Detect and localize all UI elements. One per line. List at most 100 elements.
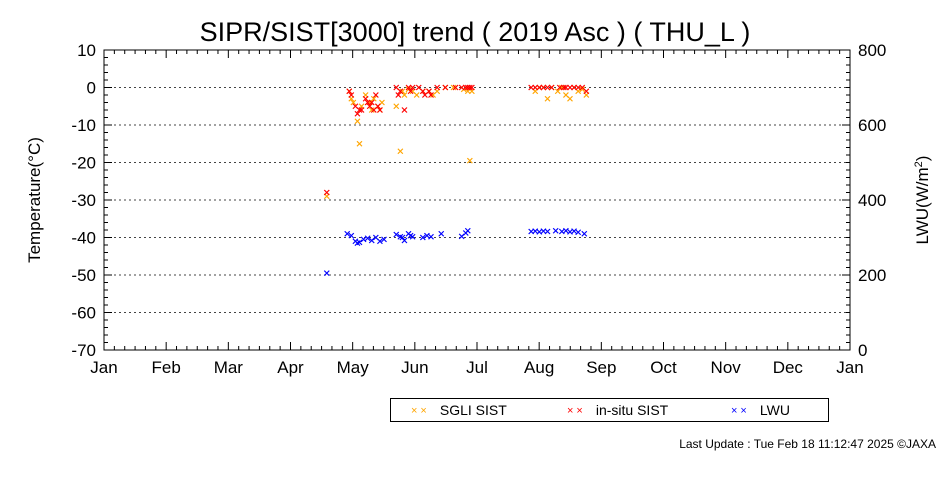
point-lwu bbox=[552, 227, 559, 234]
point-in-situ-sist bbox=[548, 84, 555, 91]
point-lwu bbox=[393, 231, 400, 238]
x-tick-label: Apr bbox=[277, 358, 304, 377]
point-lwu bbox=[419, 234, 426, 241]
point-in-situ-sist bbox=[374, 103, 381, 110]
plot-frame bbox=[103, 49, 851, 351]
point-lwu bbox=[544, 228, 551, 235]
point-in-situ-sist bbox=[466, 84, 473, 91]
point-sgli-sist bbox=[579, 86, 586, 93]
y-axis-right-title-sup: 2 bbox=[913, 161, 925, 167]
point-lwu bbox=[364, 235, 371, 242]
x-tick-label: Jan bbox=[90, 358, 117, 377]
point-lwu bbox=[424, 232, 430, 239]
y-right-tick-label: 0 bbox=[858, 341, 867, 360]
point-sgli-sist bbox=[354, 118, 361, 125]
point-lwu bbox=[562, 227, 569, 234]
legend-marker-lwu: ×× bbox=[731, 405, 750, 417]
point-lwu bbox=[571, 228, 578, 235]
y-left-tick-label: -70 bbox=[71, 341, 96, 360]
y-left-tick-label: -60 bbox=[71, 304, 96, 323]
point-lwu bbox=[323, 270, 330, 277]
point-in-situ-sist bbox=[362, 95, 369, 102]
y-axis-left-title: Temperature(°C) bbox=[25, 137, 44, 263]
point-lwu bbox=[381, 236, 387, 243]
point-in-situ-sist bbox=[346, 88, 353, 95]
point-lwu bbox=[348, 232, 355, 239]
point-in-situ-sist bbox=[468, 84, 475, 91]
point-in-situ-sist bbox=[434, 84, 441, 91]
legend-label-insitu-sist: in-situ SIST bbox=[595, 402, 669, 418]
x-tick-label: Jun bbox=[401, 358, 428, 377]
point-in-situ-sist bbox=[376, 107, 383, 113]
point-sgli-sist bbox=[397, 148, 404, 155]
point-sgli-sist bbox=[350, 99, 357, 106]
grid-lines bbox=[104, 87, 850, 313]
point-in-situ-sist bbox=[407, 88, 414, 95]
point-in-situ-sist bbox=[323, 189, 330, 196]
legend-item-lwu: ×× LWU bbox=[731, 402, 790, 418]
y-left-tick-label: 0 bbox=[87, 79, 96, 98]
point-in-situ-sist bbox=[560, 84, 567, 91]
point-in-situ-sist bbox=[409, 84, 416, 91]
point-in-situ-sist bbox=[419, 88, 426, 95]
y-left-tick-label: -40 bbox=[71, 229, 96, 248]
y-right-tick-label: 400 bbox=[858, 191, 886, 210]
point-in-situ-sist bbox=[348, 92, 355, 98]
x-axis-labels: Jan Feb Mar Apr May Jun Jul Aug Sep Oct Nov Dec Jan bbox=[90, 358, 863, 377]
point-in-situ-sist bbox=[368, 99, 375, 106]
x-tick-label: Jan bbox=[836, 358, 863, 377]
point-lwu bbox=[344, 230, 351, 237]
y-left-tick-label: -30 bbox=[71, 191, 96, 210]
point-in-situ-sist bbox=[372, 92, 379, 98]
y-left-tick-label: -20 bbox=[71, 154, 96, 173]
y-left-tick-label: 10 bbox=[77, 41, 96, 60]
point-lwu bbox=[438, 230, 445, 237]
y-left-tick-label: -10 bbox=[71, 116, 96, 135]
legend-label-sgli-sist: SGLI SIST bbox=[439, 402, 507, 418]
y-axis-left-labels: 10 0 -10 -20 -30 -40 -50 -60 -70 bbox=[71, 41, 96, 360]
point-in-situ-sist bbox=[395, 92, 402, 98]
point-lwu bbox=[401, 237, 408, 244]
point-sgli-sist bbox=[413, 92, 420, 98]
point-in-situ-sist bbox=[426, 88, 432, 95]
point-in-situ-sist bbox=[356, 107, 363, 113]
point-lwu bbox=[575, 229, 582, 236]
legend-item-sgli-sist: ×× SGLI SIST bbox=[411, 402, 507, 418]
point-lwu bbox=[368, 237, 375, 244]
x-tick-label: Sep bbox=[586, 358, 616, 377]
last-update-text: Last Update : Tue Feb 18 11:12:47 2025 ©… bbox=[679, 437, 936, 451]
point-sgli-sist bbox=[466, 157, 473, 164]
y-axis-right-title: LWU(W/m2) bbox=[913, 156, 932, 245]
point-lwu bbox=[399, 234, 406, 241]
x-tick-label: May bbox=[337, 358, 370, 377]
y-right-tick-label: 600 bbox=[858, 116, 886, 135]
legend-marker-sgli-sist: ×× bbox=[411, 405, 430, 417]
data-points bbox=[323, 84, 590, 277]
y-right-tick-label: 200 bbox=[858, 266, 886, 285]
y-axis-right-labels: 800 600 400 200 0 bbox=[858, 41, 886, 360]
x-tick-label: Oct bbox=[650, 358, 677, 377]
point-in-situ-sist bbox=[442, 84, 449, 91]
point-lwu bbox=[581, 230, 588, 237]
x-tick-label: Nov bbox=[711, 358, 742, 377]
y-right-tick-label: 800 bbox=[858, 41, 886, 60]
point-lwu bbox=[376, 238, 383, 245]
point-sgli-sist bbox=[356, 140, 363, 147]
point-sgli-sist bbox=[544, 95, 551, 102]
point-sgli-sist bbox=[567, 95, 573, 102]
legend: ×× SGLI SIST ×× in-situ SIST ×× LWU bbox=[390, 398, 829, 422]
point-in-situ-sist bbox=[397, 88, 404, 95]
y-left-tick-label: -50 bbox=[71, 266, 96, 285]
axis-ticks bbox=[103, 49, 851, 351]
x-tick-label: Feb bbox=[152, 358, 181, 377]
point-in-situ-sist bbox=[583, 88, 590, 95]
point-lwu bbox=[464, 227, 471, 234]
point-lwu bbox=[409, 233, 416, 240]
x-tick-label: Aug bbox=[524, 358, 554, 377]
point-sgli-sist bbox=[450, 84, 457, 91]
point-in-situ-sist bbox=[401, 107, 408, 113]
point-sgli-sist bbox=[370, 95, 377, 102]
x-tick-label: Mar bbox=[214, 358, 244, 377]
point-lwu bbox=[360, 236, 367, 243]
point-lwu bbox=[356, 239, 363, 246]
